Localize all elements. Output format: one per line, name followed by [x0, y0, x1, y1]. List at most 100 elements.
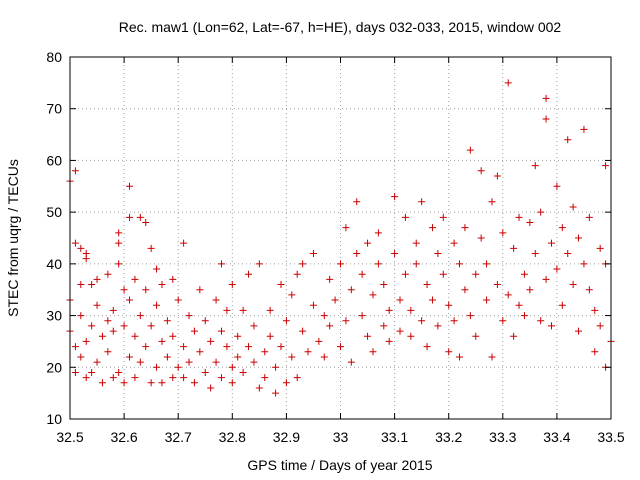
- data-point: [423, 343, 431, 351]
- data-point: [347, 358, 355, 366]
- y-tick-label: 50: [46, 204, 62, 220]
- data-point: [353, 250, 361, 258]
- data-point: [163, 317, 171, 325]
- data-point: [115, 260, 123, 268]
- data-point: [277, 343, 285, 351]
- data-point: [580, 260, 588, 268]
- data-point: [115, 229, 123, 237]
- data-point: [358, 270, 366, 278]
- data-point: [120, 379, 128, 387]
- data-point: [272, 389, 280, 397]
- data-point: [185, 312, 193, 320]
- data-point: [201, 368, 209, 376]
- data-point: [602, 162, 610, 170]
- data-point: [315, 337, 323, 345]
- data-point: [391, 193, 399, 201]
- data-point: [261, 348, 269, 356]
- data-point: [564, 250, 572, 258]
- data-point: [228, 363, 236, 371]
- data-point: [93, 275, 101, 283]
- data-point: [450, 317, 458, 325]
- data-point: [120, 322, 128, 330]
- data-point: [131, 275, 139, 283]
- data-point: [385, 306, 393, 314]
- data-point: [434, 322, 442, 330]
- data-point: [266, 332, 274, 340]
- data-point: [239, 368, 247, 376]
- data-point: [493, 281, 501, 289]
- data-point: [239, 306, 247, 314]
- x-tick-label: 32.6: [110, 429, 137, 445]
- data-point: [428, 224, 436, 232]
- x-tick-label: 32.7: [165, 429, 192, 445]
- data-point: [591, 306, 599, 314]
- data-point: [439, 270, 447, 278]
- data-point: [158, 281, 166, 289]
- data-point: [272, 363, 280, 371]
- data-point: [185, 358, 193, 366]
- x-tick-label: 33: [333, 429, 349, 445]
- data-point: [542, 94, 550, 102]
- data-point: [288, 353, 296, 361]
- data-point: [234, 353, 242, 361]
- data-point: [126, 182, 134, 190]
- data-point: [515, 301, 523, 309]
- data-point: [401, 213, 409, 221]
- data-point: [169, 275, 177, 283]
- data-point: [531, 250, 539, 258]
- data-point: [115, 239, 123, 247]
- data-point: [196, 348, 204, 356]
- data-point: [136, 312, 144, 320]
- data-point: [153, 301, 161, 309]
- data-point: [309, 301, 317, 309]
- data-point: [434, 250, 442, 258]
- data-point: [450, 239, 458, 247]
- data-point: [174, 363, 182, 371]
- data-point: [126, 296, 134, 304]
- data-point: [504, 79, 512, 87]
- data-point: [228, 281, 236, 289]
- data-point: [201, 317, 209, 325]
- y-tick-label: 60: [46, 152, 62, 168]
- x-tick-label: 32.8: [219, 429, 246, 445]
- y-tick-label: 20: [46, 359, 62, 375]
- data-point: [488, 353, 496, 361]
- x-tick-label: 33.5: [597, 429, 624, 445]
- data-point: [412, 260, 420, 268]
- data-point: [558, 301, 566, 309]
- data-point: [158, 337, 166, 345]
- x-tick-label: 33.2: [435, 429, 462, 445]
- data-point: [131, 374, 139, 382]
- y-tick-label: 70: [46, 101, 62, 117]
- data-point: [245, 343, 253, 351]
- data-point: [585, 286, 593, 294]
- data-point: [77, 312, 85, 320]
- data-point: [282, 317, 290, 325]
- data-point: [510, 244, 518, 252]
- data-point: [126, 213, 134, 221]
- data-point: [190, 379, 198, 387]
- data-point: [326, 275, 334, 283]
- data-point: [299, 260, 307, 268]
- data-point: [483, 296, 491, 304]
- data-point: [109, 327, 117, 335]
- data-point: [374, 260, 382, 268]
- data-point: [369, 291, 377, 299]
- data-point: [385, 337, 393, 345]
- data-point: [212, 296, 220, 304]
- data-point: [196, 286, 204, 294]
- data-point: [104, 317, 112, 325]
- data-point: [255, 260, 263, 268]
- x-tick-label: 33.1: [381, 429, 408, 445]
- data-point: [558, 224, 566, 232]
- x-axis-label: GPS time / Days of year 2015: [247, 457, 432, 473]
- data-point: [401, 270, 409, 278]
- data-point: [380, 281, 388, 289]
- grid: [70, 57, 611, 419]
- y-axis-label: STEC from uqrg / TECUs: [5, 159, 21, 317]
- data-point: [223, 343, 231, 351]
- data-point: [364, 332, 372, 340]
- data-point: [337, 343, 344, 351]
- data-point: [266, 306, 274, 314]
